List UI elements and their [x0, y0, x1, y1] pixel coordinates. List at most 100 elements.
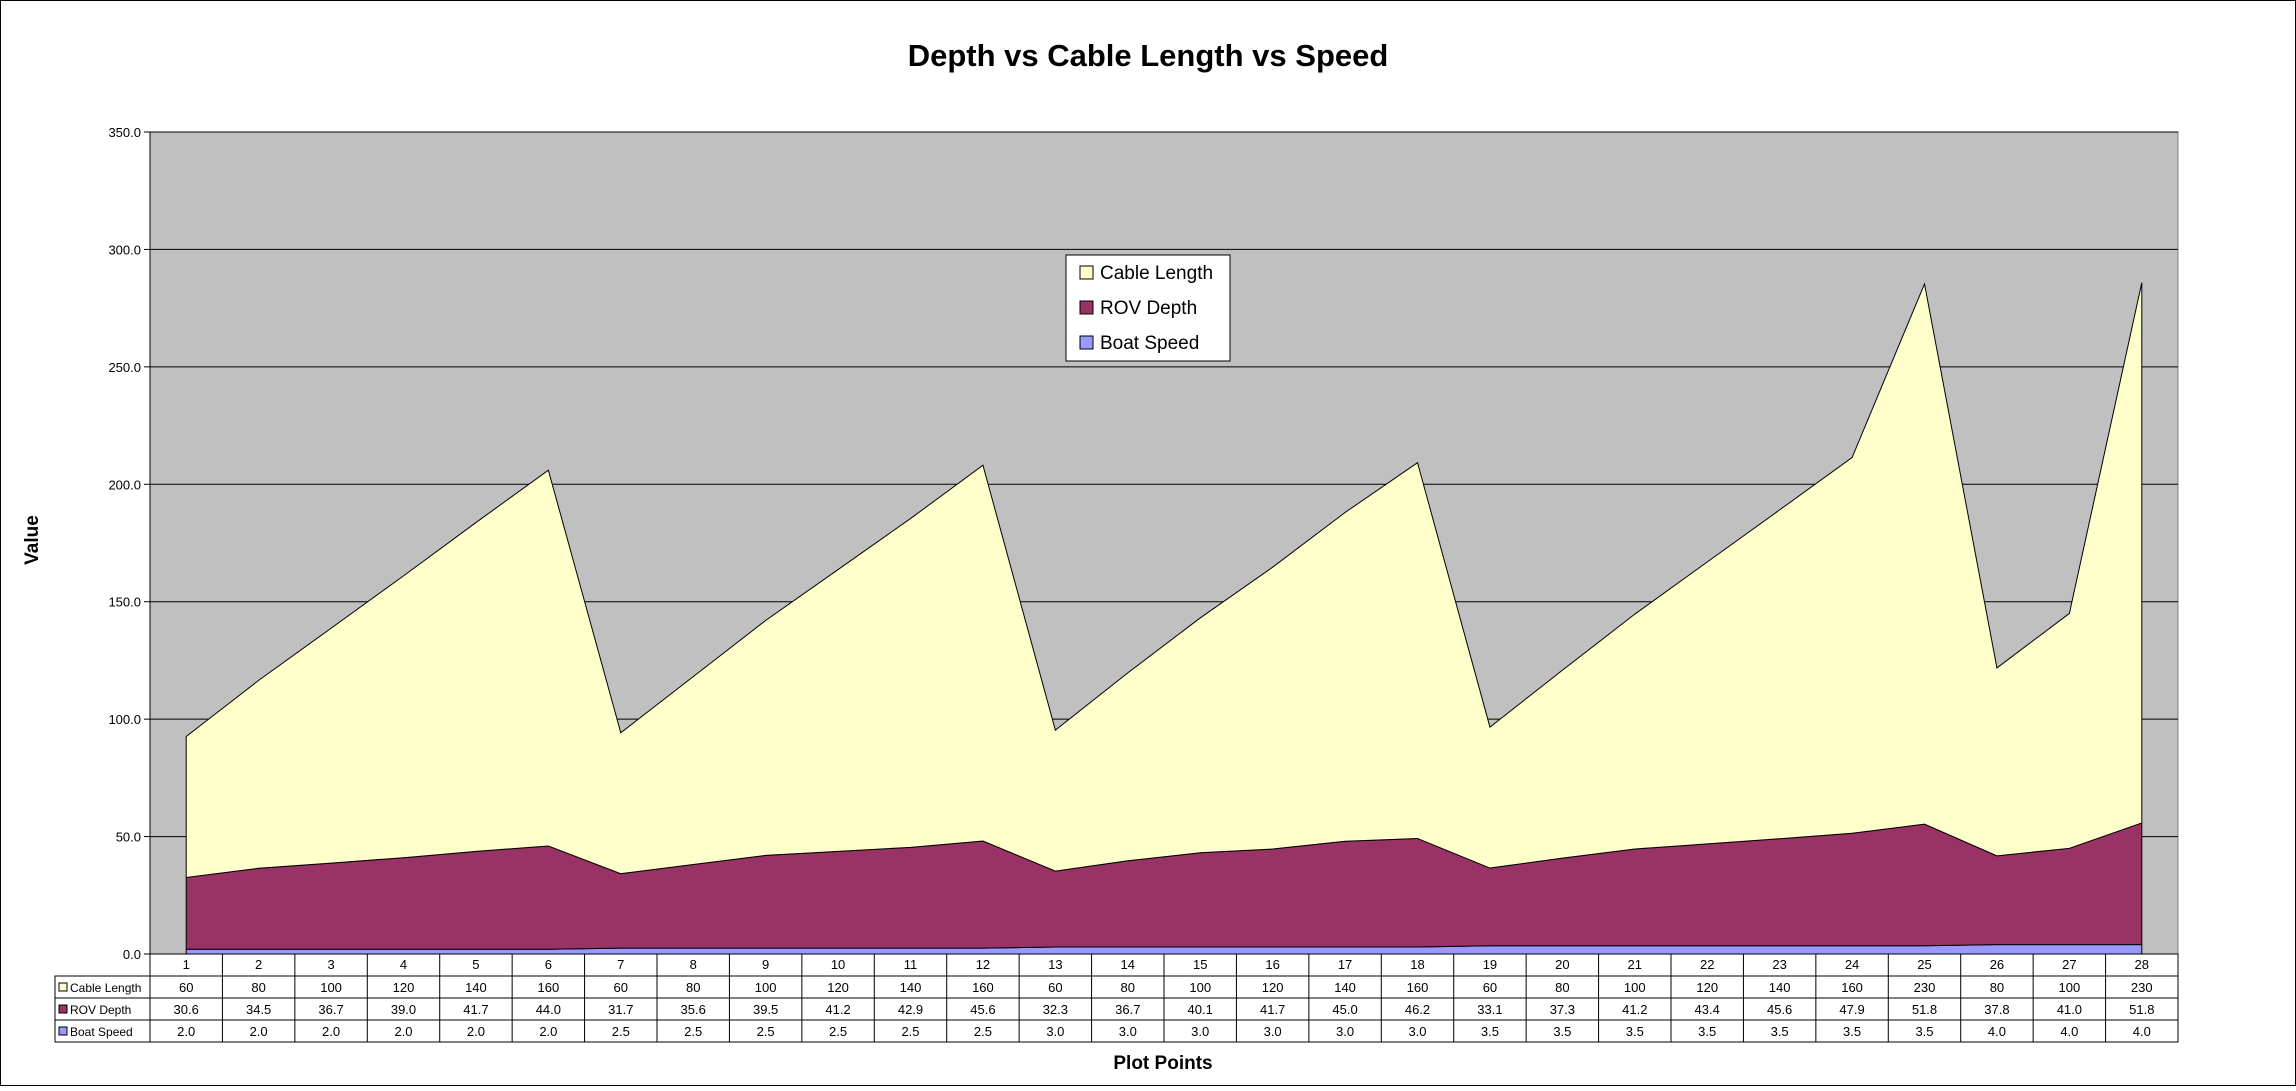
x-tick-label: 6 [545, 957, 552, 972]
x-tick-label: 23 [1772, 957, 1786, 972]
data-label-boat-speed: 2.0 [177, 1024, 195, 1039]
y-tick-label: 100.0 [108, 712, 141, 727]
data-label-rov-depth: 40.1 [1188, 1002, 1213, 1017]
x-tick-label: 8 [690, 957, 697, 972]
table-series-label: Cable Length [70, 981, 141, 995]
data-label-boat-speed: 3.5 [1626, 1024, 1644, 1039]
x-tick-label: 5 [472, 957, 479, 972]
data-label-rov-depth: 33.1 [1477, 1002, 1502, 1017]
data-label-cable-length: 60 [179, 980, 193, 995]
series-area-cable-length [185, 282, 2143, 879]
data-label-rov-depth: 41.0 [2057, 1002, 2082, 1017]
data-label-rov-depth: 43.4 [1695, 1002, 1720, 1017]
data-label-boat-speed: 2.5 [684, 1024, 702, 1039]
data-label-boat-speed: 3.5 [1843, 1024, 1861, 1039]
data-label-rov-depth: 37.3 [1550, 1002, 1575, 1017]
data-label-boat-speed: 3.5 [1698, 1024, 1716, 1039]
legend-swatch-boat-speed [1079, 335, 1094, 350]
data-label-cable-length: 100 [2059, 980, 2081, 995]
data-label-cable-length: 140 [1334, 980, 1356, 995]
legend-swatch-cable-length [1079, 265, 1094, 280]
data-label-cable-length: 230 [2131, 980, 2153, 995]
legend: Cable Length ROV Depth Boat Speed [1065, 254, 1231, 362]
data-label-cable-length: 140 [1769, 980, 1791, 995]
data-label-boat-speed: 2.0 [250, 1024, 268, 1039]
data-label-rov-depth: 41.2 [1622, 1002, 1647, 1017]
x-tick-label: 21 [1628, 957, 1642, 972]
data-label-boat-speed: 3.0 [1408, 1024, 1426, 1039]
data-label-rov-depth: 47.9 [1839, 1002, 1864, 1017]
data-label-boat-speed: 2.5 [612, 1024, 630, 1039]
data-label-rov-depth: 32.3 [1043, 1002, 1068, 1017]
data-label-rov-depth: 51.8 [2129, 1002, 2154, 1017]
data-label-cable-length: 60 [1048, 980, 1062, 995]
data-label-boat-speed: 3.5 [1481, 1024, 1499, 1039]
y-axis-title: Value [22, 515, 43, 565]
data-label-cable-length: 120 [393, 980, 415, 995]
x-tick-label: 26 [1990, 957, 2004, 972]
x-tick-label: 16 [1265, 957, 1279, 972]
data-label-cable-length: 60 [614, 980, 628, 995]
data-label-cable-length: 60 [1483, 980, 1497, 995]
data-label-rov-depth: 41.7 [463, 1002, 488, 1017]
chart-title: Depth vs Cable Length vs Speed [908, 38, 1389, 73]
x-tick-label: 2 [255, 957, 262, 972]
data-label-boat-speed: 2.5 [829, 1024, 847, 1039]
table-legend-key-cable-length [58, 982, 68, 992]
data-label-rov-depth: 30.6 [174, 1002, 199, 1017]
x-tick-label: 18 [1410, 957, 1424, 972]
data-label-cable-length: 160 [1407, 980, 1429, 995]
data-label-boat-speed: 2.5 [901, 1024, 919, 1039]
x-tick-label: 9 [762, 957, 769, 972]
data-label-boat-speed: 2.0 [394, 1024, 412, 1039]
y-tick-label: 300.0 [108, 242, 141, 257]
data-label-cable-length: 100 [1189, 980, 1211, 995]
data-label-rov-depth: 45.6 [970, 1002, 995, 1017]
x-tick-label: 3 [327, 957, 334, 972]
data-label-cable-length: 100 [320, 980, 342, 995]
data-label-rov-depth: 34.5 [246, 1002, 271, 1017]
data-label-cable-length: 80 [1121, 980, 1135, 995]
data-label-cable-length: 140 [465, 980, 487, 995]
legend-swatch-rov-depth [1079, 300, 1094, 315]
data-label-cable-length: 160 [1841, 980, 1863, 995]
x-tick-label: 10 [831, 957, 845, 972]
x-tick-label: 22 [1700, 957, 1714, 972]
x-tick-label: 25 [1917, 957, 1931, 972]
x-tick-label: 20 [1555, 957, 1569, 972]
x-tick-label: 27 [2062, 957, 2076, 972]
data-label-cable-length: 80 [1555, 980, 1569, 995]
x-tick-label: 14 [1121, 957, 1135, 972]
y-tick-label: 200.0 [108, 477, 141, 492]
x-tick-label: 4 [400, 957, 407, 972]
data-label-rov-depth: 41.2 [825, 1002, 850, 1017]
data-label-cable-length: 120 [827, 980, 849, 995]
x-tick-label: 15 [1193, 957, 1207, 972]
data-label-cable-length: 100 [1624, 980, 1646, 995]
y-tick-label: 150.0 [108, 595, 141, 610]
data-label-boat-speed: 2.5 [974, 1024, 992, 1039]
x-tick-label: 7 [617, 957, 624, 972]
x-tick-label: 24 [1845, 957, 1859, 972]
data-label-cable-length: 160 [538, 980, 560, 995]
x-tick-label: 11 [904, 957, 918, 972]
x-tick-label: 12 [976, 957, 990, 972]
data-label-rov-depth: 39.5 [753, 1002, 778, 1017]
y-tick-label: 250.0 [108, 360, 141, 375]
data-label-boat-speed: 3.5 [1553, 1024, 1571, 1039]
data-label-cable-length: 230 [1914, 980, 1936, 995]
y-tick-label: 0.0 [123, 947, 141, 962]
data-label-rov-depth: 31.7 [608, 1002, 633, 1017]
x-tick-label: 13 [1048, 957, 1062, 972]
data-label-boat-speed: 3.5 [1915, 1024, 1933, 1039]
y-tick-label: 50.0 [116, 830, 141, 845]
data-label-boat-speed: 2.0 [322, 1024, 340, 1039]
table-series-label: Boat Speed [70, 1025, 133, 1039]
data-label-rov-depth: 46.2 [1405, 1002, 1430, 1017]
data-label-rov-depth: 37.8 [1984, 1002, 2009, 1017]
x-axis-title: Plot Points [1113, 1053, 1212, 1074]
plot-area: 0.0 50.0 100.0 150.0 200.0 250.0 300.0 350.0 [108, 125, 2179, 962]
data-label-boat-speed: 2.0 [467, 1024, 485, 1039]
data-label-cable-length: 120 [1262, 980, 1284, 995]
